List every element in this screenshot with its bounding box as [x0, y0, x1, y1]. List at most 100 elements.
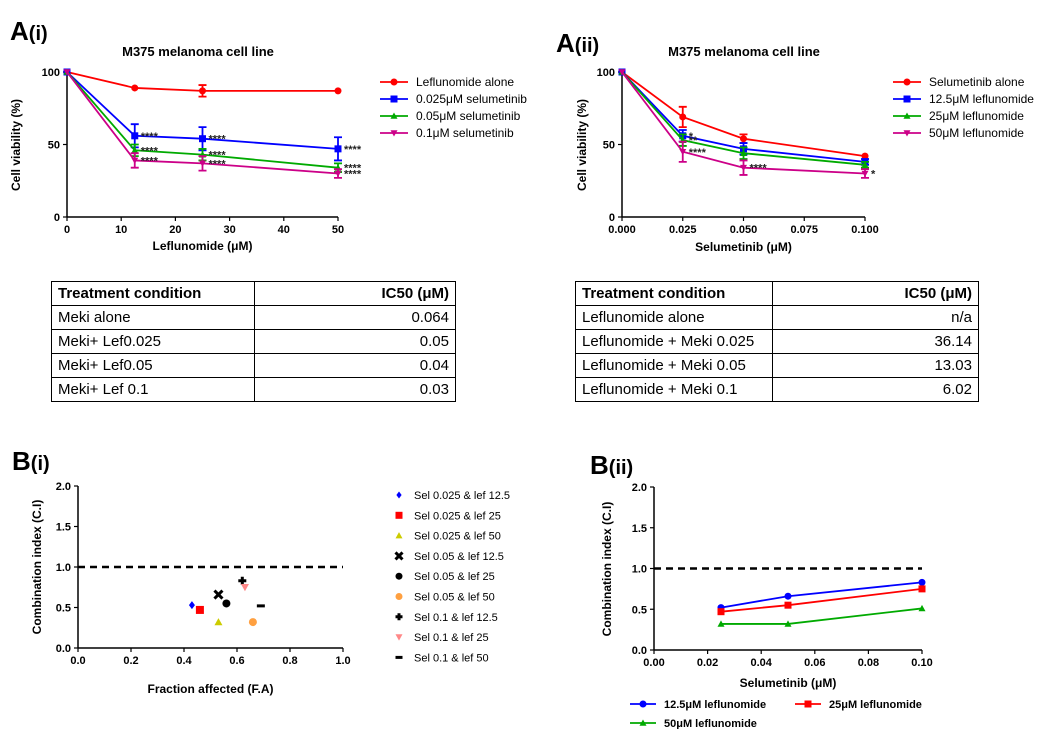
cell-ic50: n/a	[772, 305, 979, 330]
cell-condition: Meki alone	[51, 305, 255, 330]
legend-marker	[395, 593, 403, 600]
data-point	[861, 161, 869, 168]
data-point	[248, 618, 257, 627]
cell-ic50: 0.05	[254, 329, 456, 354]
data-point	[199, 87, 206, 95]
y-axis-label: Cell viability (%)	[575, 99, 589, 191]
data-point	[240, 584, 249, 592]
series-line	[66, 71, 338, 92]
significance-label: ****	[344, 163, 362, 175]
legend-label: 25μM leflunomide	[829, 699, 922, 711]
data-point	[618, 69, 626, 76]
y-tick-label: 0.0	[56, 643, 71, 655]
series-line	[720, 581, 923, 609]
panel-label-a-i: A(i)	[10, 16, 48, 46]
cell-ic50: 13.03	[772, 353, 979, 378]
significance-label: ****	[141, 131, 159, 143]
table-row: Leflunomide alone n/a	[575, 305, 979, 330]
table-row: Meki+ Lef 0.1 0.03	[51, 377, 456, 402]
legend-marker	[395, 532, 403, 539]
data-point	[63, 69, 71, 76]
data-point	[334, 87, 342, 95]
significance-label: ****	[209, 150, 227, 162]
legend-marker	[639, 719, 647, 726]
data-point	[918, 604, 926, 612]
x-axis-label: Selumetinib (μM)	[740, 676, 837, 690]
y-tick-label: 2.0	[56, 481, 71, 493]
series-line	[621, 71, 866, 175]
cell-ic50: 6.02	[772, 377, 979, 402]
legend-marker	[395, 572, 403, 580]
x-tick-label: 0.075	[790, 224, 818, 236]
x-tick-label: 0.050	[730, 224, 758, 236]
x-tick-label: 0.10	[911, 657, 932, 669]
data-point	[213, 589, 224, 600]
y-axis-label: Cell viability (%)	[9, 99, 23, 191]
x-tick-label: 0.08	[858, 657, 879, 669]
ic50-table-left: Treatment condition IC50 (μM) Meki alone…	[51, 281, 456, 402]
data-point	[740, 149, 747, 156]
chart-b-ii: 0.00 0.02 0.04 0.06 0.08 0.10 0.0 0.5 1.0 1.5 2.0 S…	[600, 482, 933, 729]
legend-marker	[395, 613, 403, 621]
data-point	[199, 135, 206, 143]
legend-marker	[394, 551, 404, 561]
cell-condition: Meki+ Lef0.05	[51, 353, 255, 378]
significance-label: *	[871, 169, 876, 181]
legend-marker	[395, 511, 403, 519]
data-point	[679, 148, 687, 156]
x-tick-label: 0.025	[669, 224, 697, 236]
cell-condition: Leflunomide alone	[575, 305, 773, 330]
legend-label: Sel 0.05 & lef 25	[414, 571, 495, 583]
y-tick-label: 100	[42, 67, 60, 79]
y-tick-label: 1.0	[632, 564, 647, 576]
y-tick-label: 0	[609, 212, 615, 224]
table-row: Leflunomide + Meki 0.1 6.02	[575, 377, 979, 402]
data-point	[131, 157, 139, 164]
y-tick-label: 1.5	[632, 523, 647, 535]
x-axis-label: Fraction affected (F.A)	[147, 682, 273, 696]
x-tick-label: 10	[115, 224, 127, 236]
legend-label: Leflunomide alone	[416, 75, 514, 89]
ic50-table-right: Treatment condition IC50 (μM) Leflunomid…	[575, 281, 979, 402]
cell-condition: Leflunomide + Meki 0.025	[575, 329, 773, 354]
significance-label: ****	[689, 147, 707, 159]
legend-label: 12.5μM leflunomide	[664, 699, 766, 711]
chart-a-ii: M375 melanoma cell line 0.000 0.025 0.050 0.…	[575, 44, 1034, 254]
data-point	[188, 601, 195, 610]
series-line	[721, 607, 923, 625]
x-tick-label: 0.4	[176, 655, 192, 667]
cell-condition: Leflunomide + Meki 0.05	[575, 353, 773, 378]
legend-label: 12.5μM leflunomide	[929, 92, 1034, 106]
x-axis-label: Leflunomide (μM)	[153, 239, 253, 253]
x-tick-label: 20	[169, 224, 181, 236]
series-line	[621, 71, 866, 166]
y-tick-label: 0	[54, 212, 60, 224]
legend-label: Sel 0.1 & lef 25	[414, 632, 489, 644]
legend-marker	[903, 78, 911, 86]
y-tick-label: 1.5	[56, 522, 71, 534]
legend-label: Sel 0.1 & lef 50	[414, 652, 489, 664]
x-tick-label: 30	[223, 224, 235, 236]
legend-marker	[396, 491, 402, 499]
y-tick-label: 2.0	[632, 482, 647, 494]
data-point	[740, 164, 747, 172]
data-point	[195, 605, 204, 614]
y-tick-label: 50	[48, 140, 60, 152]
data-point	[238, 576, 247, 585]
cell-ic50: 0.04	[254, 353, 456, 378]
table-row: Meki+ Lef0.05 0.04	[51, 353, 456, 378]
data-point	[222, 599, 231, 608]
x-tick-label: 0.100	[851, 224, 879, 236]
x-axis-label: Selumetinib (μM)	[695, 240, 792, 254]
legend-label: 0.05μM selumetinib	[416, 109, 521, 123]
significance-label: *	[689, 131, 694, 143]
cell-ic50: 0.064	[254, 305, 456, 330]
data-point	[784, 620, 792, 627]
data-point	[861, 170, 869, 177]
y-tick-label: 0.0	[632, 645, 647, 657]
significance-label: ****	[141, 155, 159, 167]
chart-a-i: M375 melanoma cell line 0 10 20 30 40 50 0 50 100…	[9, 44, 527, 253]
significance-label: ****	[209, 158, 227, 170]
legend-marker	[639, 700, 647, 708]
header-treatment: Treatment condition	[575, 281, 773, 306]
